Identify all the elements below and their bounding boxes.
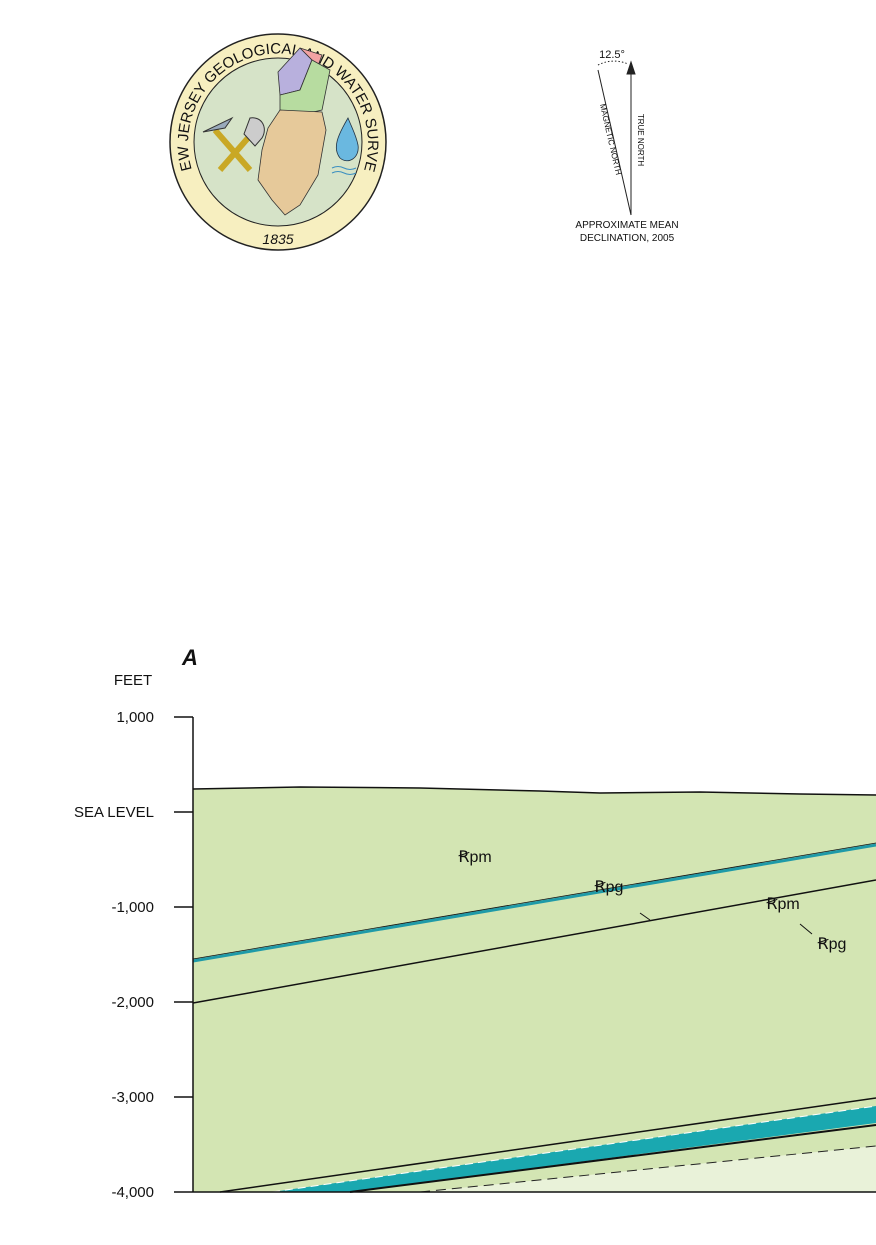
unit-label: Ꞧpm	[458, 849, 491, 866]
declination-diagram	[598, 61, 635, 215]
magnetic-north-label: MAGNETIC NORTH	[598, 103, 623, 176]
y-tick-label: -2,000	[111, 994, 154, 1011]
seal: NEW JERSEY GEOLOGICAL AND WATER SURVEY 1…	[0, 0, 386, 250]
seal-year: 1835	[262, 231, 293, 247]
y-tick-label: SEA LEVEL	[74, 804, 154, 821]
declination-caption: APPROXIMATE MEAN	[575, 220, 678, 231]
unit-label: Ꞧpm	[766, 896, 799, 913]
true-north-label: TRUE NORTH	[636, 114, 645, 167]
y-tick-label: 1,000	[116, 709, 154, 726]
y-tick-label: -1,000	[111, 899, 154, 916]
y-tick-label: -3,000	[111, 1089, 154, 1106]
unit-label: Ꞧpg	[818, 936, 847, 953]
page: NEW JERSEY GEOLOGICAL AND WATER SURVEY 1…	[0, 0, 876, 1245]
y-tick-label: -4,000	[111, 1184, 154, 1201]
declination-angle: 12.5°	[599, 49, 625, 61]
section-letter: A	[181, 645, 198, 670]
unit-label: Ꞧpg	[595, 879, 624, 896]
declination-caption: DECLINATION, 2005	[580, 233, 675, 244]
cross-section-geology	[193, 717, 876, 1192]
axis-title: FEET	[114, 672, 152, 689]
